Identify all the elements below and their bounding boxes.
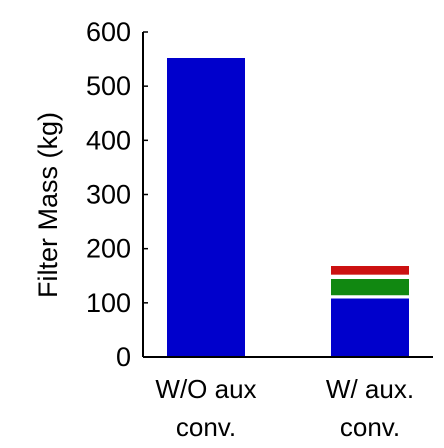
x-category-label: W/ aux. [326, 374, 414, 404]
bar-segment-0-0 [167, 58, 245, 357]
bar-segment-1-1 [331, 295, 409, 299]
y-tick-label: 500 [86, 71, 131, 101]
x-category-label-line2: conv. [340, 412, 400, 442]
bar-segment-1-4 [331, 266, 409, 275]
y-tick-label: 600 [86, 17, 131, 47]
y-tick-label: 300 [86, 180, 131, 210]
y-tick-label: 200 [86, 234, 131, 264]
y-axis-label: Filter Mass (kg) [33, 112, 63, 298]
bar-segment-1-2 [331, 279, 409, 296]
x-category-label-line2: conv. [176, 412, 236, 442]
category-labels-group: W/O aux conv. W/ aux. conv. [155, 374, 414, 442]
bars-group [167, 58, 409, 357]
x-category-label: W/O aux [155, 374, 256, 404]
y-tick-label: 0 [116, 342, 131, 372]
y-tick-label: 100 [86, 288, 131, 318]
y-tick-label: 400 [86, 125, 131, 155]
y-ticks-group: 0 100 200 300 400 500 600 [86, 17, 148, 372]
bar-segment-1-3 [331, 274, 409, 279]
bar-segment-1-0 [331, 298, 409, 357]
